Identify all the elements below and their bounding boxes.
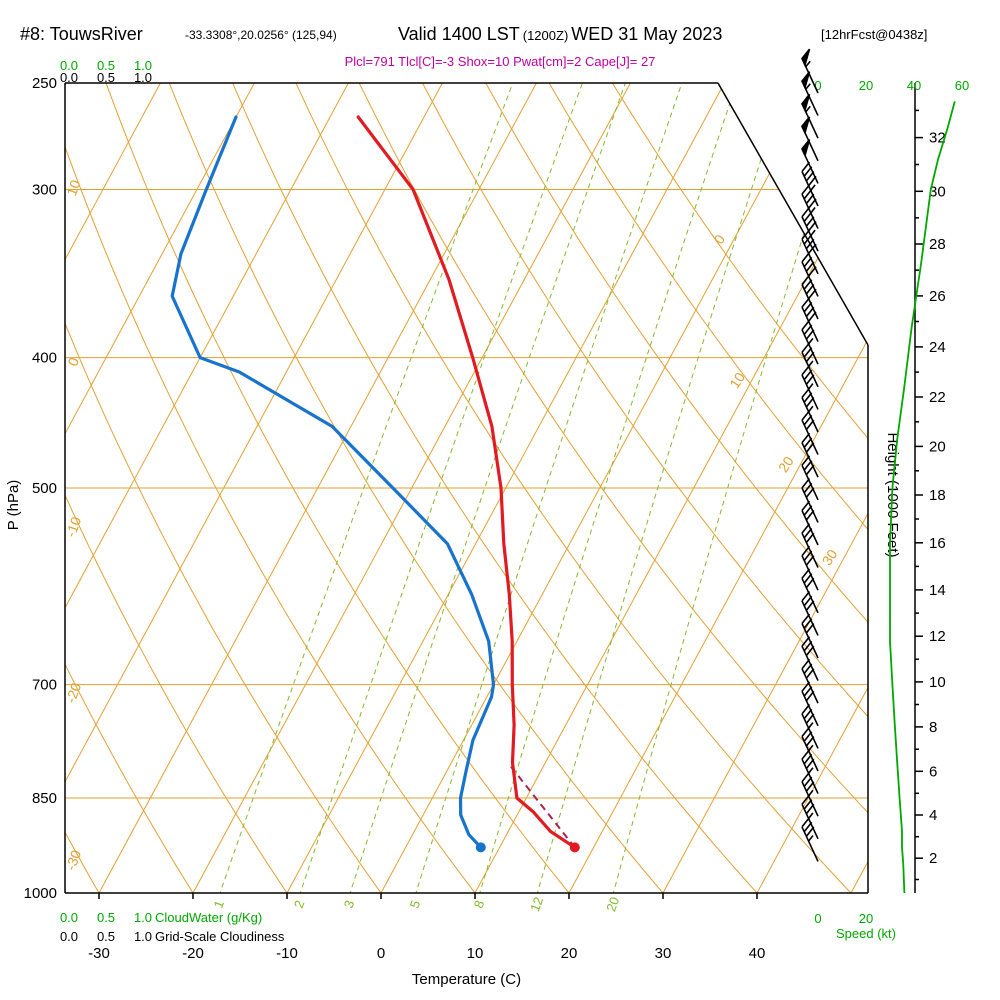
svg-text:0.0: 0.0 bbox=[60, 910, 78, 925]
svg-text:22: 22 bbox=[929, 389, 946, 406]
cloudwater-scales: 0.0 0.5 1.00.0 0.5 1.00.0 0.5 1.0 CloudWater (g… bbox=[60, 58, 285, 944]
svg-text:10: 10 bbox=[929, 674, 946, 691]
svg-text:14: 14 bbox=[929, 582, 946, 599]
svg-text:20: 20 bbox=[929, 438, 946, 455]
svg-text:-20: -20 bbox=[62, 680, 84, 705]
svg-text:26: 26 bbox=[929, 288, 946, 305]
svg-text:3: 3 bbox=[341, 898, 358, 910]
svg-text:1000: 1000 bbox=[24, 885, 57, 902]
svg-text:24: 24 bbox=[929, 339, 946, 356]
svg-text:4: 4 bbox=[929, 807, 937, 824]
station-coordinates: -33.3308°,20.0256° (125,94) bbox=[185, 28, 337, 42]
svg-text:250: 250 bbox=[32, 75, 57, 92]
svg-text:30: 30 bbox=[929, 183, 946, 200]
svg-text:400: 400 bbox=[32, 350, 57, 367]
temperature-axis: -30 -20 -10 0 10 20 30 40 Temperature (C) bbox=[88, 893, 765, 988]
svg-text:0: 0 bbox=[710, 231, 728, 246]
svg-text:18: 18 bbox=[929, 487, 946, 504]
speed-axis-label: Speed (kt) bbox=[836, 926, 896, 941]
svg-text:0.0: 0.0 bbox=[60, 70, 78, 85]
svg-text:60: 60 bbox=[955, 78, 969, 93]
svg-text:-10: -10 bbox=[62, 514, 84, 539]
surface-dewpoint-dot bbox=[475, 842, 486, 853]
temperature-axis-label: Temperature (C) bbox=[412, 971, 521, 988]
svg-text:0: 0 bbox=[377, 945, 385, 962]
svg-text:20: 20 bbox=[561, 945, 578, 962]
svg-text:-30: -30 bbox=[88, 945, 110, 962]
svg-text:-30: -30 bbox=[62, 848, 84, 873]
svg-text:20: 20 bbox=[603, 895, 622, 914]
svg-text:20: 20 bbox=[859, 911, 873, 926]
svg-text:1.0: 1.0 bbox=[134, 929, 152, 944]
svg-text:5: 5 bbox=[407, 898, 424, 910]
svg-text:0: 0 bbox=[814, 911, 821, 926]
svg-text:850: 850 bbox=[32, 790, 57, 807]
station-title: #8: TouwsRiver bbox=[20, 24, 143, 44]
valid-time: Valid 1400 LST (1200Z) WED 31 May 2023 bbox=[398, 24, 722, 45]
svg-text:16: 16 bbox=[929, 535, 946, 552]
cloudiness-label: Grid-Scale Cloudiness bbox=[155, 929, 285, 944]
svg-text:-10: -10 bbox=[276, 945, 298, 962]
svg-text:10: 10 bbox=[63, 178, 83, 198]
svg-text:0.0: 0.0 bbox=[60, 58, 78, 73]
svg-text:8: 8 bbox=[471, 898, 488, 910]
svg-text:30: 30 bbox=[655, 945, 672, 962]
svg-text:10: 10 bbox=[467, 945, 484, 962]
pressure-axis: 250 300 400 500 700 850 1000 P (hPa) bbox=[5, 75, 57, 902]
svg-text:1: 1 bbox=[210, 898, 227, 910]
svg-text:0: 0 bbox=[814, 78, 821, 93]
valid-time-prefix: Valid 1400 LST bbox=[398, 24, 520, 44]
svg-text:30: 30 bbox=[819, 546, 841, 568]
svg-text:6: 6 bbox=[929, 763, 937, 780]
cloudwater-label: CloudWater (g/Kg) bbox=[155, 910, 262, 925]
svg-text:1.0: 1.0 bbox=[134, 58, 152, 73]
svg-text:0.5: 0.5 bbox=[97, 58, 115, 73]
svg-text:40: 40 bbox=[749, 945, 766, 962]
valid-time-date: WED 31 May 2023 bbox=[571, 24, 723, 44]
svg-text:2: 2 bbox=[929, 850, 937, 867]
background-grid bbox=[65, 83, 868, 893]
svg-text:0.5: 0.5 bbox=[97, 929, 115, 944]
pressure-axis-label: P (hPa) bbox=[5, 480, 22, 531]
svg-text:0.5: 0.5 bbox=[97, 910, 115, 925]
temperature-curve bbox=[356, 115, 577, 849]
dewpoint-curve bbox=[170, 115, 496, 849]
forecast-tag: [12hrFcst@0438z] bbox=[821, 27, 928, 42]
svg-text:28: 28 bbox=[929, 236, 946, 253]
svg-text:1.0: 1.0 bbox=[134, 910, 152, 925]
svg-text:20: 20 bbox=[775, 453, 797, 475]
svg-text:12: 12 bbox=[929, 628, 946, 645]
svg-text:0.5: 0.5 bbox=[97, 70, 115, 85]
svg-text:2: 2 bbox=[291, 898, 308, 910]
svg-text:8: 8 bbox=[929, 719, 937, 736]
svg-text:32: 32 bbox=[929, 130, 946, 147]
svg-text:500: 500 bbox=[32, 480, 57, 497]
surface-temp-dot bbox=[569, 842, 580, 853]
svg-text:12: 12 bbox=[527, 895, 546, 914]
wind-speed-curve bbox=[889, 101, 956, 894]
svg-text:300: 300 bbox=[32, 182, 57, 199]
svg-text:40: 40 bbox=[907, 78, 921, 93]
parcel-path bbox=[507, 761, 576, 849]
svg-text:1.0: 1.0 bbox=[134, 70, 152, 85]
svg-text:-20: -20 bbox=[182, 945, 204, 962]
stability-indices: Plcl=791 Tlcl[C]=-3 Shox=10 Pwat[cm]=2 C… bbox=[344, 54, 656, 69]
plot-border bbox=[64, 82, 869, 894]
svg-text:0.0: 0.0 bbox=[60, 929, 78, 944]
svg-text:700: 700 bbox=[32, 677, 57, 694]
valid-time-z: (1200Z) bbox=[522, 28, 569, 43]
svg-text:10: 10 bbox=[726, 369, 748, 391]
svg-text:20: 20 bbox=[859, 78, 873, 93]
wind-barbs bbox=[801, 48, 819, 862]
